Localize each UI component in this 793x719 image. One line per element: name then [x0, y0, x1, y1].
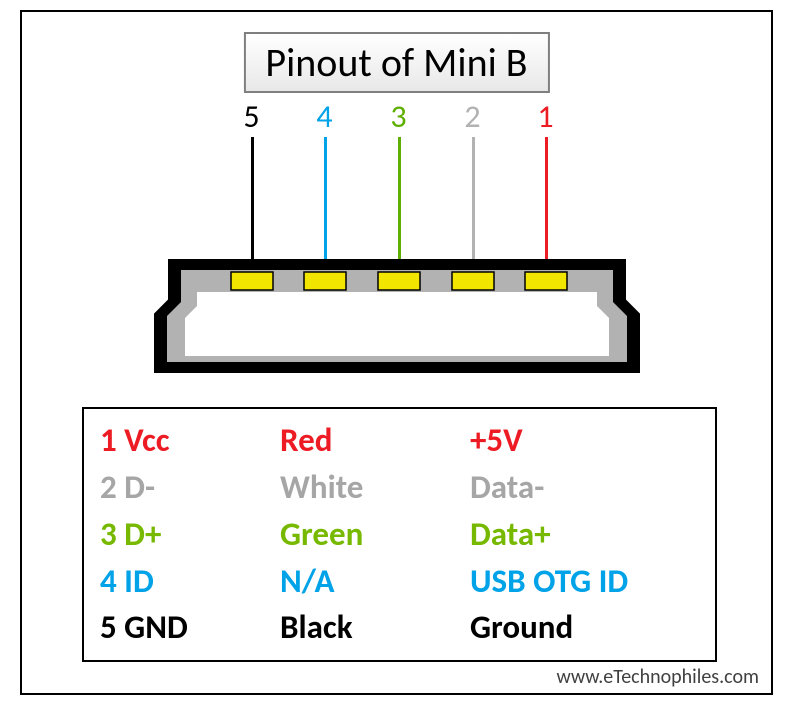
pin-number-label: 4: [305, 97, 345, 136]
wire-color-cell: Red: [280, 417, 470, 464]
pin-cell: 5 GND: [100, 604, 280, 651]
diagram-title: Pinout of Mini B: [243, 32, 549, 93]
pin-number-label: 2: [453, 97, 493, 136]
table-row: 5 GNDBlackGround: [100, 604, 699, 651]
wire-color-cell: Black: [280, 604, 470, 651]
mini-b-connector-icon: [147, 242, 647, 392]
pin-cell: 2 D-: [100, 464, 280, 511]
wire-color-cell: White: [280, 464, 470, 511]
pin-cell: 4 ID: [100, 558, 280, 605]
pin-number-label: 3: [379, 97, 419, 136]
table-row: 1 VccRed+5V: [100, 417, 699, 464]
diagram-frame: Pinout of Mini B 54321 1 VccRed+5V2 D-Wh…: [20, 10, 773, 695]
description-cell: Data-: [470, 464, 699, 511]
table-row: 4 IDN/AUSB OTG ID: [100, 558, 699, 605]
pin-number-label: 1: [526, 97, 566, 136]
wire-color-cell: N/A: [280, 558, 470, 605]
table-row: 3 D+GreenData+: [100, 511, 699, 558]
watermark-text: www.eTechnophiles.com: [556, 665, 759, 689]
pin-number-label: 5: [232, 97, 272, 136]
pin-cell: 3 D+: [100, 511, 280, 558]
connector-diagram: 54321: [147, 97, 647, 392]
wire-color-cell: Green: [280, 511, 470, 558]
description-cell: Data+: [470, 511, 699, 558]
description-cell: +5V: [470, 417, 699, 464]
pinout-table: 1 VccRed+5V2 D-WhiteData-3 D+GreenData+4…: [82, 407, 717, 662]
description-cell: USB OTG ID: [470, 558, 699, 605]
table-row: 2 D-WhiteData-: [100, 464, 699, 511]
description-cell: Ground: [470, 604, 699, 651]
pin-cell: 1 Vcc: [100, 417, 280, 464]
